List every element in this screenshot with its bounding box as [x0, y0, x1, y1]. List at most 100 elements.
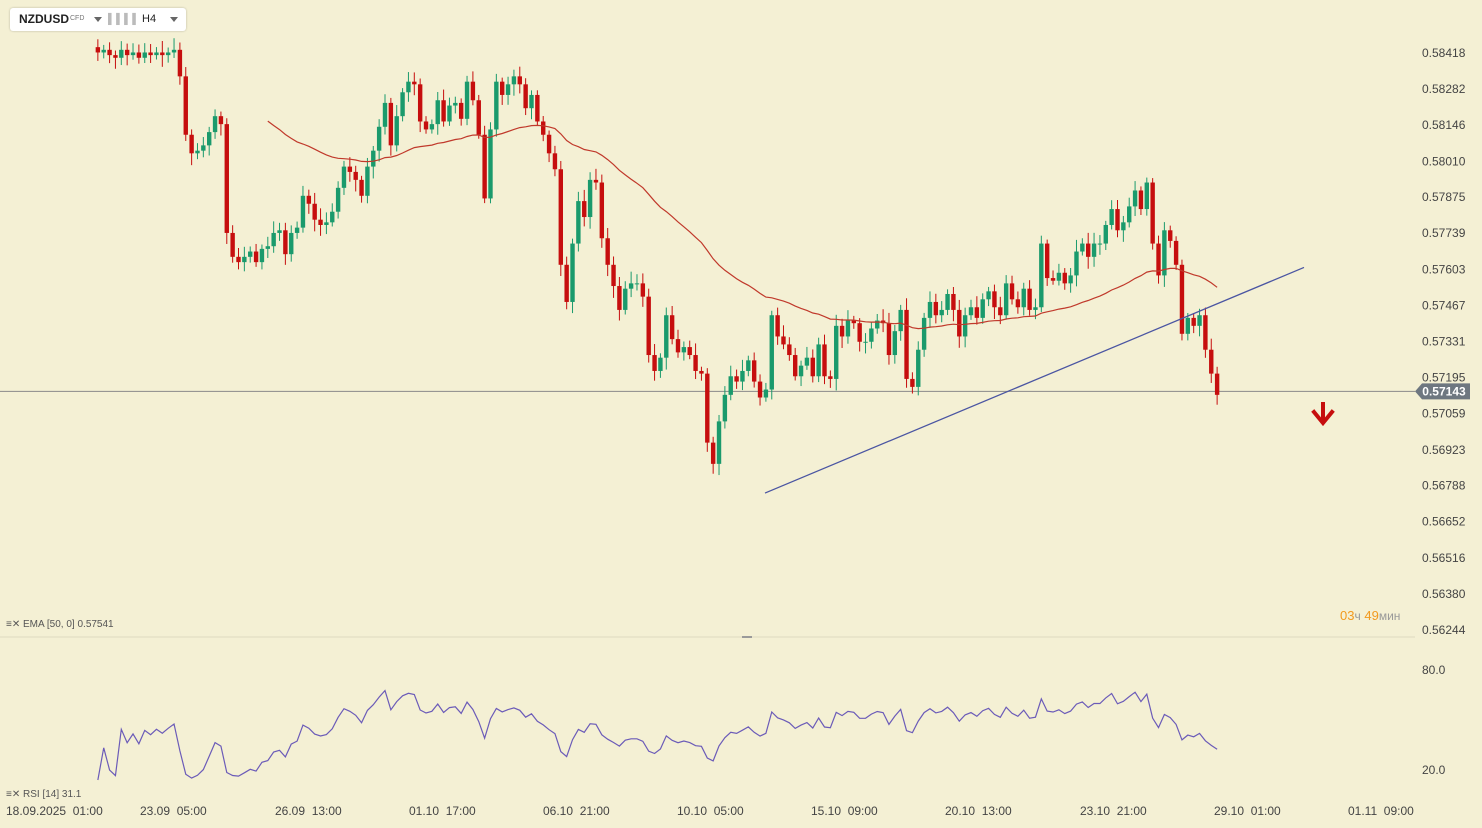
candle-body: [652, 355, 657, 371]
candle-body: [658, 357, 663, 371]
candle-body: [552, 153, 558, 170]
candle-body: [207, 132, 212, 146]
ema-line: [267, 120, 1218, 330]
candle-body: [992, 291, 997, 308]
candle-body: [1068, 275, 1073, 284]
chevron-down-icon[interactable]: [170, 17, 178, 22]
candle-body: [388, 102, 394, 146]
candle-body: [640, 283, 646, 297]
candle-body: [857, 323, 862, 342]
candle-body: [834, 325, 839, 379]
candle-body: [423, 121, 429, 130]
candle-body: [763, 389, 769, 398]
price-tick-label: 0.56516: [1422, 551, 1466, 565]
candle-body: [570, 243, 575, 302]
candle-body: [1003, 283, 1009, 316]
candle-body: [945, 293, 950, 310]
candle-body: [335, 187, 341, 212]
price-tick-label: 0.58146: [1422, 118, 1466, 132]
candle-body: [904, 309, 909, 379]
price-tick-label: 0.58282: [1422, 82, 1466, 96]
candle-body: [699, 370, 704, 374]
candle-body: [746, 360, 751, 371]
candle-body: [968, 307, 974, 316]
candle-body: [962, 315, 968, 337]
candle-body: [318, 219, 323, 225]
candle-body: [705, 373, 710, 443]
candle-body: [271, 232, 276, 247]
candle-body: [1109, 209, 1114, 225]
candle-body: [447, 105, 452, 122]
candle-body: [1027, 288, 1032, 310]
candle-body: [511, 76, 517, 85]
candle-body: [576, 201, 581, 244]
rsi-indicator-label[interactable]: ≡✕ RSI [14] 31.1: [6, 789, 82, 800]
bar-chart-icon[interactable]: ▌▌▌▌: [108, 14, 141, 25]
candle-body: [916, 349, 921, 387]
candle-body: [628, 283, 634, 289]
candle-body: [886, 323, 892, 356]
candle-body: [1121, 222, 1126, 231]
candle-body: [242, 256, 247, 263]
candle-body: [1156, 243, 1161, 276]
candle-body: [757, 381, 763, 398]
settings-icon[interactable]: ≡✕: [6, 789, 21, 800]
current-price-value: 0.57143: [1422, 384, 1466, 398]
candle-body: [927, 301, 933, 318]
candle-body: [1185, 317, 1191, 334]
candle-body: [740, 370, 745, 382]
candle-body: [529, 94, 534, 109]
candle-body: [453, 102, 458, 106]
candle-body: [1044, 243, 1050, 279]
price-tick-label: 0.57059: [1422, 407, 1466, 421]
ema-indicator-label[interactable]: ≡✕ EMA [50, 0] 0.57541: [6, 619, 114, 630]
candle-body: [119, 49, 124, 58]
candle-body: [406, 81, 411, 93]
candle-body: [775, 315, 780, 337]
chevron-down-icon[interactable]: [94, 17, 102, 22]
candle-body: [277, 230, 282, 233]
price-tick-label: 0.58418: [1422, 46, 1466, 60]
candle-body: [347, 166, 353, 172]
candle-body: [1050, 278, 1056, 281]
trend-line[interactable]: [764, 266, 1305, 494]
symbol-selector[interactable]: NZDUSD: [19, 12, 69, 26]
candle-body: [523, 84, 528, 109]
candle-body: [124, 49, 130, 56]
candle-body: [582, 201, 587, 218]
candle-body: [382, 102, 388, 127]
price-tick-label: 0.57875: [1422, 190, 1466, 204]
candle-body: [898, 309, 903, 332]
candle-body: [130, 52, 136, 56]
candle-body: [400, 92, 405, 117]
candle-body: [851, 320, 856, 324]
candle-body: [289, 232, 294, 255]
candle-body: [160, 52, 165, 56]
sell-arrow-icon: [1311, 402, 1335, 427]
candle-body: [1091, 243, 1097, 257]
candle-body: [218, 116, 224, 125]
timeframe-selector[interactable]: H4: [142, 13, 157, 25]
candle-body: [804, 357, 810, 366]
candle-body: [634, 283, 640, 285]
candle-body: [564, 264, 569, 302]
candle-body: [189, 134, 194, 154]
time-tick-label: 23.10 21:00: [1080, 804, 1147, 818]
candle-body: [1132, 190, 1138, 207]
price-tick-label: 0.56788: [1422, 479, 1466, 493]
candle-body: [1191, 317, 1196, 326]
candle-body: [1138, 190, 1144, 210]
candle-body: [822, 344, 827, 377]
candle-body: [107, 49, 112, 56]
time-tick-label: 01.10 17:00: [409, 804, 476, 818]
candle-body: [798, 365, 804, 377]
candle-body: [869, 328, 874, 342]
price-tick-label: 0.57195: [1422, 371, 1466, 385]
candle-body: [458, 102, 464, 119]
candle-body: [558, 169, 563, 265]
candle-body: [136, 52, 142, 58]
settings-icon[interactable]: ≡✕: [6, 619, 21, 630]
time-tick-label: 01.11 09:00: [1348, 804, 1414, 818]
candle-body: [1168, 230, 1173, 241]
